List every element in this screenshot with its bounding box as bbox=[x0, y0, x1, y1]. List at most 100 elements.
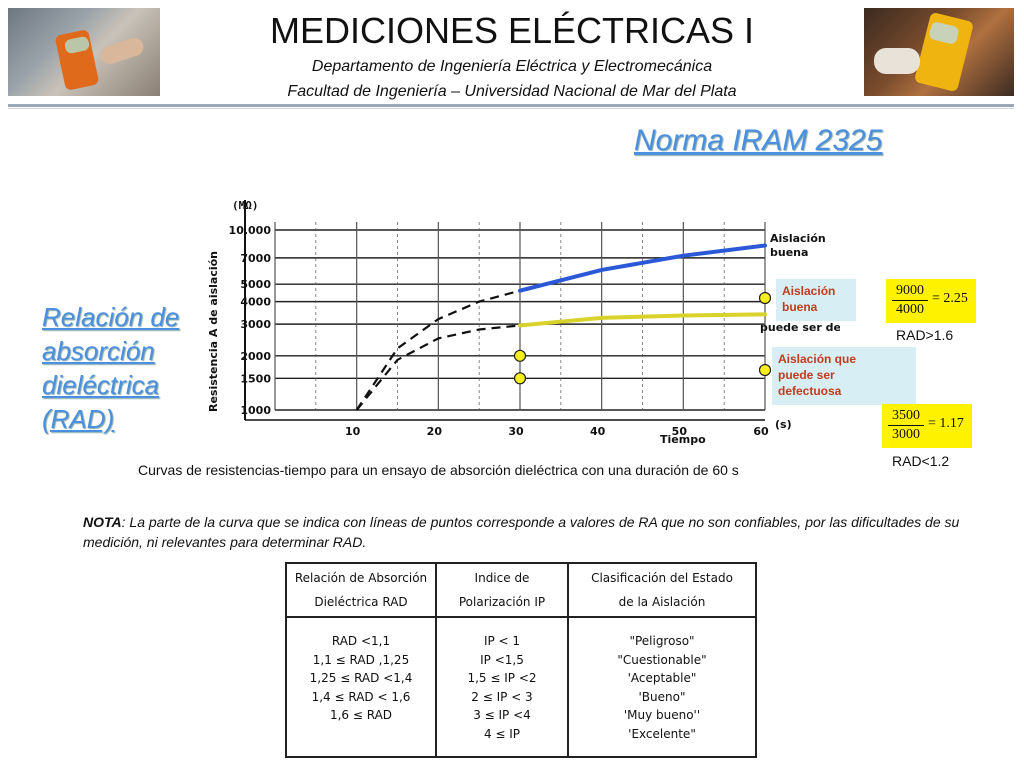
y-tick-label: 7000 bbox=[240, 252, 271, 265]
rad-value: 1,25 ≤ RAD <1,4 bbox=[309, 671, 413, 685]
ip-value: 3 ≤ IP <4 bbox=[473, 708, 531, 722]
y-unit-label: (MΩ) bbox=[232, 199, 259, 212]
rad-formula-weak: 3500 3000 = 1.17 bbox=[882, 404, 972, 448]
classification-values-cell: "Peligroso" "Cuestionable" 'Aceptable" '… bbox=[567, 616, 757, 758]
header-rad: Relación de Absorción Dieléctrica RAD bbox=[285, 562, 437, 618]
classification-table: Relación de Absorción Dieléctrica RAD Ind… bbox=[285, 562, 757, 758]
x-tick-label: 40 bbox=[590, 425, 606, 438]
series-line bbox=[518, 243, 767, 293]
callout-line: buena bbox=[782, 300, 818, 314]
rad-value: RAD <1,1 bbox=[331, 634, 391, 648]
x-tick-label: 30 bbox=[508, 425, 524, 438]
curve-label-good-2: buena bbox=[770, 246, 808, 259]
data-marker bbox=[513, 372, 527, 385]
chart-grid bbox=[244, 200, 766, 421]
note-text: : La parte de la curva que se indica con… bbox=[83, 514, 960, 550]
header-line: Polarización IP bbox=[458, 595, 546, 609]
y-tick-label: 5000 bbox=[240, 278, 271, 291]
ip-value: 2 ≤ IP < 3 bbox=[471, 689, 533, 704]
rad-label-weak: RAD<1.2 bbox=[892, 453, 950, 469]
classification-value: 'Muy bueno'' bbox=[623, 708, 701, 722]
x-tick-label: 10 bbox=[345, 425, 361, 438]
callout-line: Aislación que bbox=[778, 352, 857, 366]
header-line: Clasificación del Estado bbox=[591, 571, 733, 585]
x-tick-labels: 10 20 30 40 50 60 bbox=[345, 425, 769, 438]
formula-result: = 1.17 bbox=[928, 416, 964, 431]
callout-line: puede ser bbox=[778, 368, 835, 382]
ip-values-cell: IP < 1 IP <1,5 1,5 ≤ IP <2 2 ≤ IP < 3 3 … bbox=[435, 616, 569, 758]
header-line: de la Aislación bbox=[618, 595, 706, 609]
table-header-row: Relación de Absorción Dieléctrica RAD Ind… bbox=[285, 562, 757, 618]
header-line: Indice de bbox=[474, 571, 530, 585]
header-divider-thin bbox=[8, 108, 1014, 109]
classification-value: "Peligroso" bbox=[629, 634, 695, 648]
callout-anchor-marker bbox=[758, 291, 772, 305]
ip-value: 4 ≤ IP bbox=[483, 726, 521, 741]
multimeter-photo-right bbox=[864, 8, 1014, 96]
x-tick-label: 20 bbox=[427, 425, 443, 438]
chart-caption: Curvas de resistencias-tiempo para un en… bbox=[138, 462, 739, 478]
rad-value: 1,1 ≤ RAD ,1,25 bbox=[312, 652, 410, 667]
data-marker bbox=[513, 349, 527, 362]
ip-value: 1,5 ≤ IP <2 bbox=[467, 671, 537, 685]
classification-value: 'Excelente" bbox=[628, 726, 696, 741]
curve-label-weak: puede ser debil bbox=[760, 321, 840, 334]
series-dashed-line bbox=[355, 289, 521, 411]
classification-value: "Cuestionable" bbox=[617, 652, 707, 667]
rad-label-good: RAD>1.6 bbox=[896, 327, 954, 343]
resistance-time-chart: 10.000 7000 5000 4000 3000 2000 1500 1000 10 20 3… bbox=[207, 199, 840, 446]
ip-value: IP < 1 bbox=[483, 634, 521, 648]
rad-heading-line: (RAD) bbox=[42, 404, 115, 434]
callout-line: Aislación bbox=[782, 284, 836, 298]
x-unit-label: (s) bbox=[775, 418, 792, 431]
rad-formula-good: 9000 4000 = 2.25 bbox=[886, 279, 976, 323]
series-line bbox=[518, 312, 767, 328]
chart-series bbox=[355, 243, 767, 411]
department-subtitle: Departamento de Ingeniería Eléctrica y E… bbox=[311, 58, 713, 75]
header-line: Relación de Absorción bbox=[294, 571, 428, 585]
y-tick-label: 10.000 bbox=[229, 224, 272, 237]
curve-label-good: Aislación bbox=[770, 232, 826, 245]
y-tick-label: 4000 bbox=[240, 296, 271, 309]
series-dashed-line bbox=[355, 324, 521, 411]
note-paragraph: NOTA: La parte de la curva que se indica… bbox=[83, 512, 983, 552]
table-row: RAD <1,1 1,1 ≤ RAD ,1,25 1,25 ≤ RAD <1,4… bbox=[285, 616, 757, 758]
page-title: MEDICIONES ELÉCTRICAS I bbox=[269, 10, 755, 51]
rad-value: 1,6 ≤ RAD bbox=[329, 708, 393, 722]
rad-values-cell: RAD <1,1 1,1 ≤ RAD ,1,25 1,25 ≤ RAD <1,4… bbox=[285, 616, 437, 758]
formula-denominator: 3000 bbox=[892, 427, 920, 442]
formula-result: = 2.25 bbox=[932, 291, 968, 306]
chart-markers bbox=[513, 291, 772, 385]
rad-heading-line: absorción bbox=[42, 336, 155, 366]
rad-value: 1,4 ≤ RAD < 1,6 bbox=[311, 689, 411, 704]
formula-numerator: 3500 bbox=[888, 407, 924, 426]
formula-numerator: 9000 bbox=[892, 282, 928, 301]
x-tick-label: 60 bbox=[753, 425, 769, 438]
formula-denominator: 4000 bbox=[896, 302, 924, 317]
y-tick-label: 3000 bbox=[240, 318, 271, 331]
classification-value: 'Bueno" bbox=[638, 689, 686, 704]
rad-heading-line: dieléctrica bbox=[42, 370, 160, 400]
callout-good-insulation: Aislación buena bbox=[776, 279, 856, 321]
y-axis-label: Resistencia A de aislación bbox=[207, 251, 220, 412]
y-tick-label: 1000 bbox=[240, 404, 271, 417]
norma-heading: Norma IRAM 2325 bbox=[634, 124, 883, 157]
callout-line: defectuosa bbox=[778, 384, 842, 398]
note-label: NOTA bbox=[83, 514, 122, 530]
rad-heading: Relación de absorción dieléctrica (RAD) bbox=[42, 300, 179, 436]
multimeter-photo-left bbox=[8, 8, 160, 96]
y-tick-labels: 10.000 7000 5000 4000 3000 2000 1500 1000 bbox=[229, 224, 272, 417]
callout-anchor-marker bbox=[758, 363, 772, 377]
rad-heading-line: Relación de bbox=[42, 302, 180, 332]
y-tick-label: 1500 bbox=[240, 372, 271, 385]
header-classification: Clasificación del Estado de la Aislación bbox=[567, 562, 757, 618]
y-tick-label: 2000 bbox=[240, 350, 271, 363]
classification-value: 'Aceptable" bbox=[627, 671, 697, 685]
x-axis-label: Tiempo bbox=[660, 433, 706, 446]
ip-value: IP <1,5 bbox=[480, 652, 524, 667]
header-divider bbox=[8, 104, 1014, 107]
header-ip: Indice de Polarización IP bbox=[435, 562, 569, 618]
callout-defective-insulation: Aislación que puede ser defectuosa bbox=[772, 347, 916, 405]
faculty-subtitle: Facultad de Ingeniería – Universidad Nac… bbox=[287, 83, 737, 100]
header-line: Dieléctrica RAD bbox=[314, 595, 408, 609]
